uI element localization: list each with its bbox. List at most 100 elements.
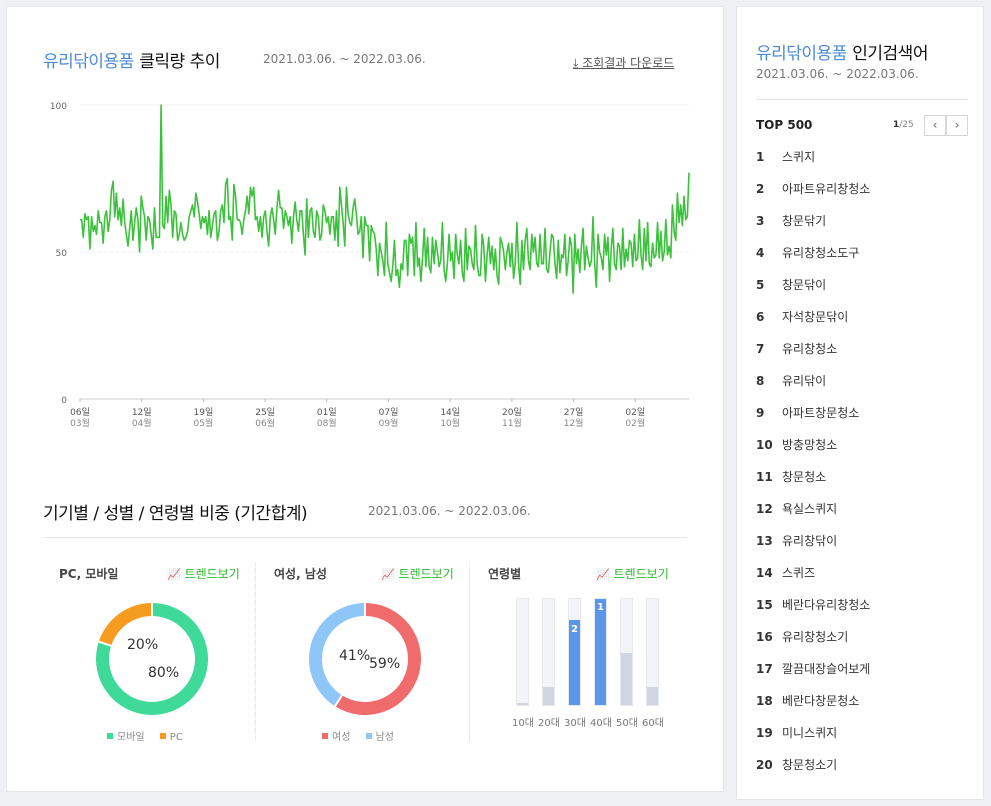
rank-list-item[interactable]: 1 스퀴지 [756, 141, 870, 173]
x-tick-day-label: 25일 [255, 407, 275, 418]
rank-list-item[interactable]: 10 방충망청소 [756, 429, 870, 461]
rank-number: 3 [756, 214, 765, 228]
rank-list-item[interactable]: 3 창문닦기 [756, 205, 870, 237]
column-divider [469, 563, 470, 741]
x-tick-day-label: 02일 [625, 407, 645, 418]
rank-list-item[interactable]: 14 스퀴즈 [756, 557, 870, 589]
age-bar-10대 [516, 598, 529, 706]
trend-chart-grid [80, 104, 689, 400]
rank-list-item[interactable]: 19 미니스퀴지 [756, 717, 870, 749]
popular-search-panel: 유리닦이용품 인기검색어 2021.03.06. ~ 2022.03.06. T… [736, 6, 984, 800]
rank-keyword: 창문청소기 [782, 758, 838, 772]
female-percent: 59% [369, 656, 401, 672]
rank-number: 6 [756, 310, 765, 324]
popular-search-list: 1 스퀴지 2 아파트유리창청소 3 창문닦기 4 유리창청소도구 5 창문닦이 6 자석창문닦이 7 유… [756, 141, 870, 781]
download-link[interactable]: ⤓ 조회결과 다운로드 [573, 54, 674, 71]
rank-list-item[interactable]: 7 유리창청소 [756, 333, 870, 365]
rank-list-item[interactable]: 5 창문닦이 [756, 269, 870, 301]
trend-line-series [80, 104, 690, 294]
rank-number: 13 [756, 534, 773, 548]
trend-chart-y-ticks: 100 50 0 [50, 102, 67, 406]
x-tick-day-label: 12일 [132, 407, 152, 418]
x-tick-day-label: 20일 [502, 407, 522, 418]
age-bar-fill [647, 686, 658, 705]
x-tick-day-label: 14일 [440, 407, 460, 418]
popular-search-date-range: 2021.03.06. ~ 2022.03.06. [756, 67, 919, 81]
rank-list-item[interactable]: 12 욕실스퀴지 [756, 493, 870, 525]
chevron-left-icon: ‹ [932, 118, 938, 132]
rank-list-item[interactable]: 17 깔끔대장슬어보게 [756, 653, 870, 685]
x-tick-month-label: 11월 [502, 417, 522, 429]
donut-slice [98, 603, 152, 646]
popular-search-title: 유리닦이용품 인기검색어 [756, 39, 928, 64]
rank-keyword: 스퀴지 [782, 150, 816, 164]
donut-separator [333, 693, 344, 708]
chevron-right-icon: › [954, 118, 960, 132]
device-donut-chart [96, 602, 208, 715]
age-trend-link[interactable]: 📈 트렌드보기 [596, 567, 669, 581]
rank-keyword: 창문청소 [782, 470, 827, 484]
rank-list-item[interactable]: 13 유리창닦이 [756, 525, 870, 557]
age-bar-fill [543, 686, 554, 705]
x-tick-day-label: 06일 [70, 407, 90, 418]
gender-legend: 여성 남성 [322, 728, 394, 743]
rank-keyword: 창문닦기 [782, 214, 827, 228]
x-tick-month-label: 02월 [625, 417, 645, 429]
y-tick-label: 100 [50, 102, 67, 112]
rank-list-item[interactable]: 11 창문청소 [756, 461, 870, 493]
rank-number: 2 [756, 182, 765, 196]
rank-list-item[interactable]: 2 아파트유리창청소 [756, 173, 870, 205]
rank-keyword: 미니스퀴지 [782, 726, 838, 740]
age-category-label: 40대 [590, 718, 612, 729]
rank-list-item[interactable]: 20 창문청소기 [756, 749, 870, 781]
gender-donut-chart [308, 602, 421, 715]
x-tick-month-label: 10월 [440, 417, 460, 429]
x-tick-month-label: 04월 [132, 417, 152, 429]
x-tick-day-label: 19일 [194, 407, 214, 418]
age-category-label: 20대 [538, 718, 560, 729]
donut-separator [97, 640, 113, 647]
breakdown-date-range: 2021.03.06. ~ 2022.03.06. [368, 504, 531, 518]
rank-number: 15 [756, 598, 773, 612]
trend-title: 유리닦이용품 클릭량 추이 [43, 47, 220, 72]
trend-chart-icon: 📈 [167, 568, 181, 581]
rank-list-item[interactable]: 9 아파트창문청소 [756, 397, 870, 429]
breakdown-divider [43, 537, 687, 538]
next-page-button[interactable]: › [946, 115, 968, 136]
rank-list-item[interactable]: 8 유리닦이 [756, 365, 870, 397]
x-tick-day-label: 01일 [317, 407, 337, 418]
rank-keyword: 스퀴즈 [782, 566, 816, 580]
donut-slice [308, 603, 365, 707]
rank-keyword: 유리창청소 [782, 342, 838, 356]
rank-number: 8 [756, 374, 765, 388]
age-bar-20대 [542, 598, 555, 706]
rank-number: 5 [756, 278, 765, 292]
rank-list-item[interactable]: 4 유리창청소도구 [756, 237, 870, 269]
rank-list-item[interactable]: 6 자석창문닦이 [756, 301, 870, 333]
popular-search-title-text: 인기검색어 [852, 44, 928, 64]
rank-number: 7 [756, 342, 765, 356]
rank-list-item[interactable]: 15 베란다유리창청소 [756, 589, 870, 621]
male-percent: 41% [339, 648, 371, 664]
rank-keyword: 베란다창문청소 [782, 694, 860, 708]
age-category-label: 30대 [564, 718, 586, 729]
rank-number: 9 [756, 406, 765, 420]
gender-title: 여성, 남성 [274, 567, 327, 581]
gender-trend-link[interactable]: 📈 트렌드보기 [381, 567, 454, 581]
device-title: PC, 모바일 [59, 567, 119, 581]
age-rank-label: 1 [597, 602, 604, 613]
rank-list-item[interactable]: 16 유리창청소기 [756, 621, 870, 653]
rank-list-item[interactable]: 18 베란다창문청소 [756, 685, 870, 717]
trend-chart-x-labels: 06일03월12일04월19일05월25일06월01일08월07일09월14일1… [70, 399, 645, 429]
male-swatch [365, 733, 372, 739]
rank-number: 11 [756, 470, 773, 484]
rank-number: 20 [756, 758, 773, 772]
rank-keyword: 깔끔대장슬어보게 [782, 662, 871, 676]
rank-number: 1 [756, 150, 765, 164]
device-trend-link[interactable]: 📈 트렌드보기 [167, 567, 240, 581]
x-tick-day-label: 27일 [564, 407, 584, 418]
rank-number: 16 [756, 630, 773, 644]
prev-page-button[interactable]: ‹ [924, 115, 946, 136]
breakdown-title: 기기별 / 성별 / 연령별 비중 (기간합계) [43, 504, 308, 524]
